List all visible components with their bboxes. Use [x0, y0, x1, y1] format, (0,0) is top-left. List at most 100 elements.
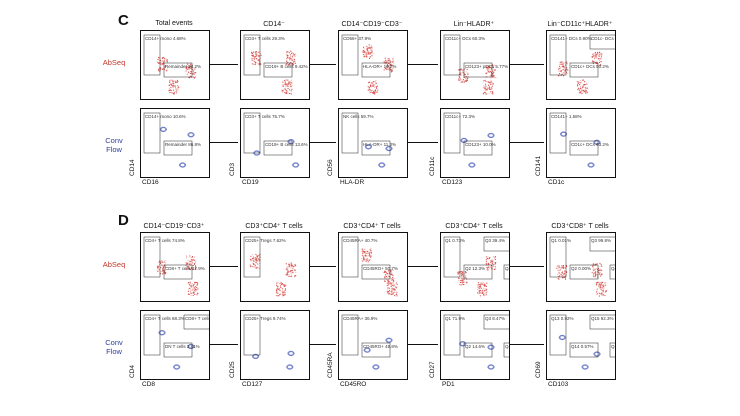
event-point	[284, 88, 286, 90]
event-point	[564, 273, 566, 275]
event-point	[600, 52, 602, 54]
event-point	[482, 93, 485, 95]
event-point	[169, 80, 171, 82]
event-point	[485, 289, 487, 291]
event-point	[373, 365, 379, 369]
event-point	[490, 66, 492, 68]
event-point	[279, 293, 281, 296]
x-axis-label: PD1	[442, 381, 455, 388]
event-point	[291, 59, 293, 61]
event-point	[157, 261, 159, 264]
event-point	[387, 293, 390, 295]
event-point	[188, 288, 190, 290]
event-point	[363, 48, 365, 50]
event-point	[392, 67, 394, 70]
event-point	[594, 61, 596, 63]
gate	[341, 112, 359, 154]
event-point	[288, 273, 290, 275]
event-point	[485, 259, 487, 261]
gating-arrow-icon	[210, 344, 238, 345]
event-point	[280, 281, 282, 283]
flow-density-plot	[549, 112, 601, 168]
event-point	[279, 288, 281, 290]
event-point	[194, 68, 196, 70]
event-point	[494, 257, 496, 259]
event-point	[388, 293, 390, 295]
x-axis-label: CD123	[442, 179, 463, 186]
event-point	[194, 261, 196, 263]
event-point	[596, 61, 598, 63]
x-axis-label: CD103	[548, 381, 569, 388]
event-point	[275, 289, 278, 291]
event-point	[287, 79, 289, 81]
column-title: CD14⁻	[263, 21, 285, 28]
event-point	[158, 269, 160, 271]
event-point	[254, 258, 256, 260]
event-point	[582, 365, 588, 369]
event-point	[189, 282, 192, 284]
event-point	[365, 252, 367, 255]
event-point	[595, 293, 598, 296]
gating-arrow-icon	[310, 64, 336, 65]
event-point	[189, 72, 191, 75]
event-point	[387, 61, 389, 63]
event-point	[483, 293, 485, 296]
event-point	[489, 256, 491, 259]
gating-arrow-icon	[408, 266, 438, 267]
event-point	[371, 51, 373, 53]
event-point	[594, 57, 596, 59]
flow-density-plot	[443, 112, 495, 168]
event-point	[480, 287, 482, 289]
event-point	[391, 61, 393, 63]
event-point	[393, 285, 395, 288]
event-point	[284, 292, 286, 294]
event-point	[483, 292, 485, 294]
gate	[589, 236, 615, 252]
event-point	[593, 269, 595, 272]
event-point	[495, 76, 497, 79]
event-point	[258, 59, 260, 61]
event-point	[594, 271, 597, 273]
event-point	[577, 87, 580, 89]
event-point	[177, 80, 179, 83]
gate-label: Q15 92.3%	[591, 316, 614, 321]
event-point	[280, 283, 282, 285]
event-point	[193, 256, 196, 258]
event-point	[290, 82, 292, 84]
event-point	[254, 257, 256, 259]
event-point	[289, 89, 291, 91]
event-point	[488, 365, 494, 369]
event-point	[487, 262, 489, 265]
event-point	[370, 82, 373, 84]
event-point	[173, 85, 175, 87]
event-point	[384, 57, 386, 60]
event-point	[592, 267, 594, 269]
event-point	[391, 278, 393, 280]
event-point	[486, 269, 488, 271]
event-point	[487, 87, 489, 89]
gate-label: Q2 0.00%	[571, 266, 592, 271]
conv-plot: CD11c+ 72.3% CD123+ 10.0%	[440, 108, 510, 178]
event-point	[368, 251, 370, 253]
event-point	[193, 259, 196, 261]
event-point	[252, 262, 254, 264]
event-point	[250, 259, 252, 262]
event-point	[559, 63, 561, 65]
event-point	[558, 70, 560, 72]
event-point	[462, 78, 465, 81]
column-title: CD3⁺CD4⁺ T cells	[343, 223, 401, 230]
event-point	[461, 274, 463, 276]
gate	[361, 62, 391, 78]
event-point	[282, 89, 284, 91]
event-point	[194, 289, 196, 291]
event-point	[189, 281, 191, 283]
event-point	[596, 53, 598, 55]
abseq-plot: CD141+ DCs 0.90% CD1c+ DCs 50.2% CD1c- DCs…	[546, 30, 616, 100]
event-point	[476, 288, 479, 291]
event-point	[488, 345, 494, 349]
event-point	[368, 57, 371, 60]
event-point	[599, 285, 601, 287]
x-axis-label: CD1c	[548, 179, 565, 186]
event-point	[254, 261, 256, 263]
gate	[589, 34, 615, 50]
